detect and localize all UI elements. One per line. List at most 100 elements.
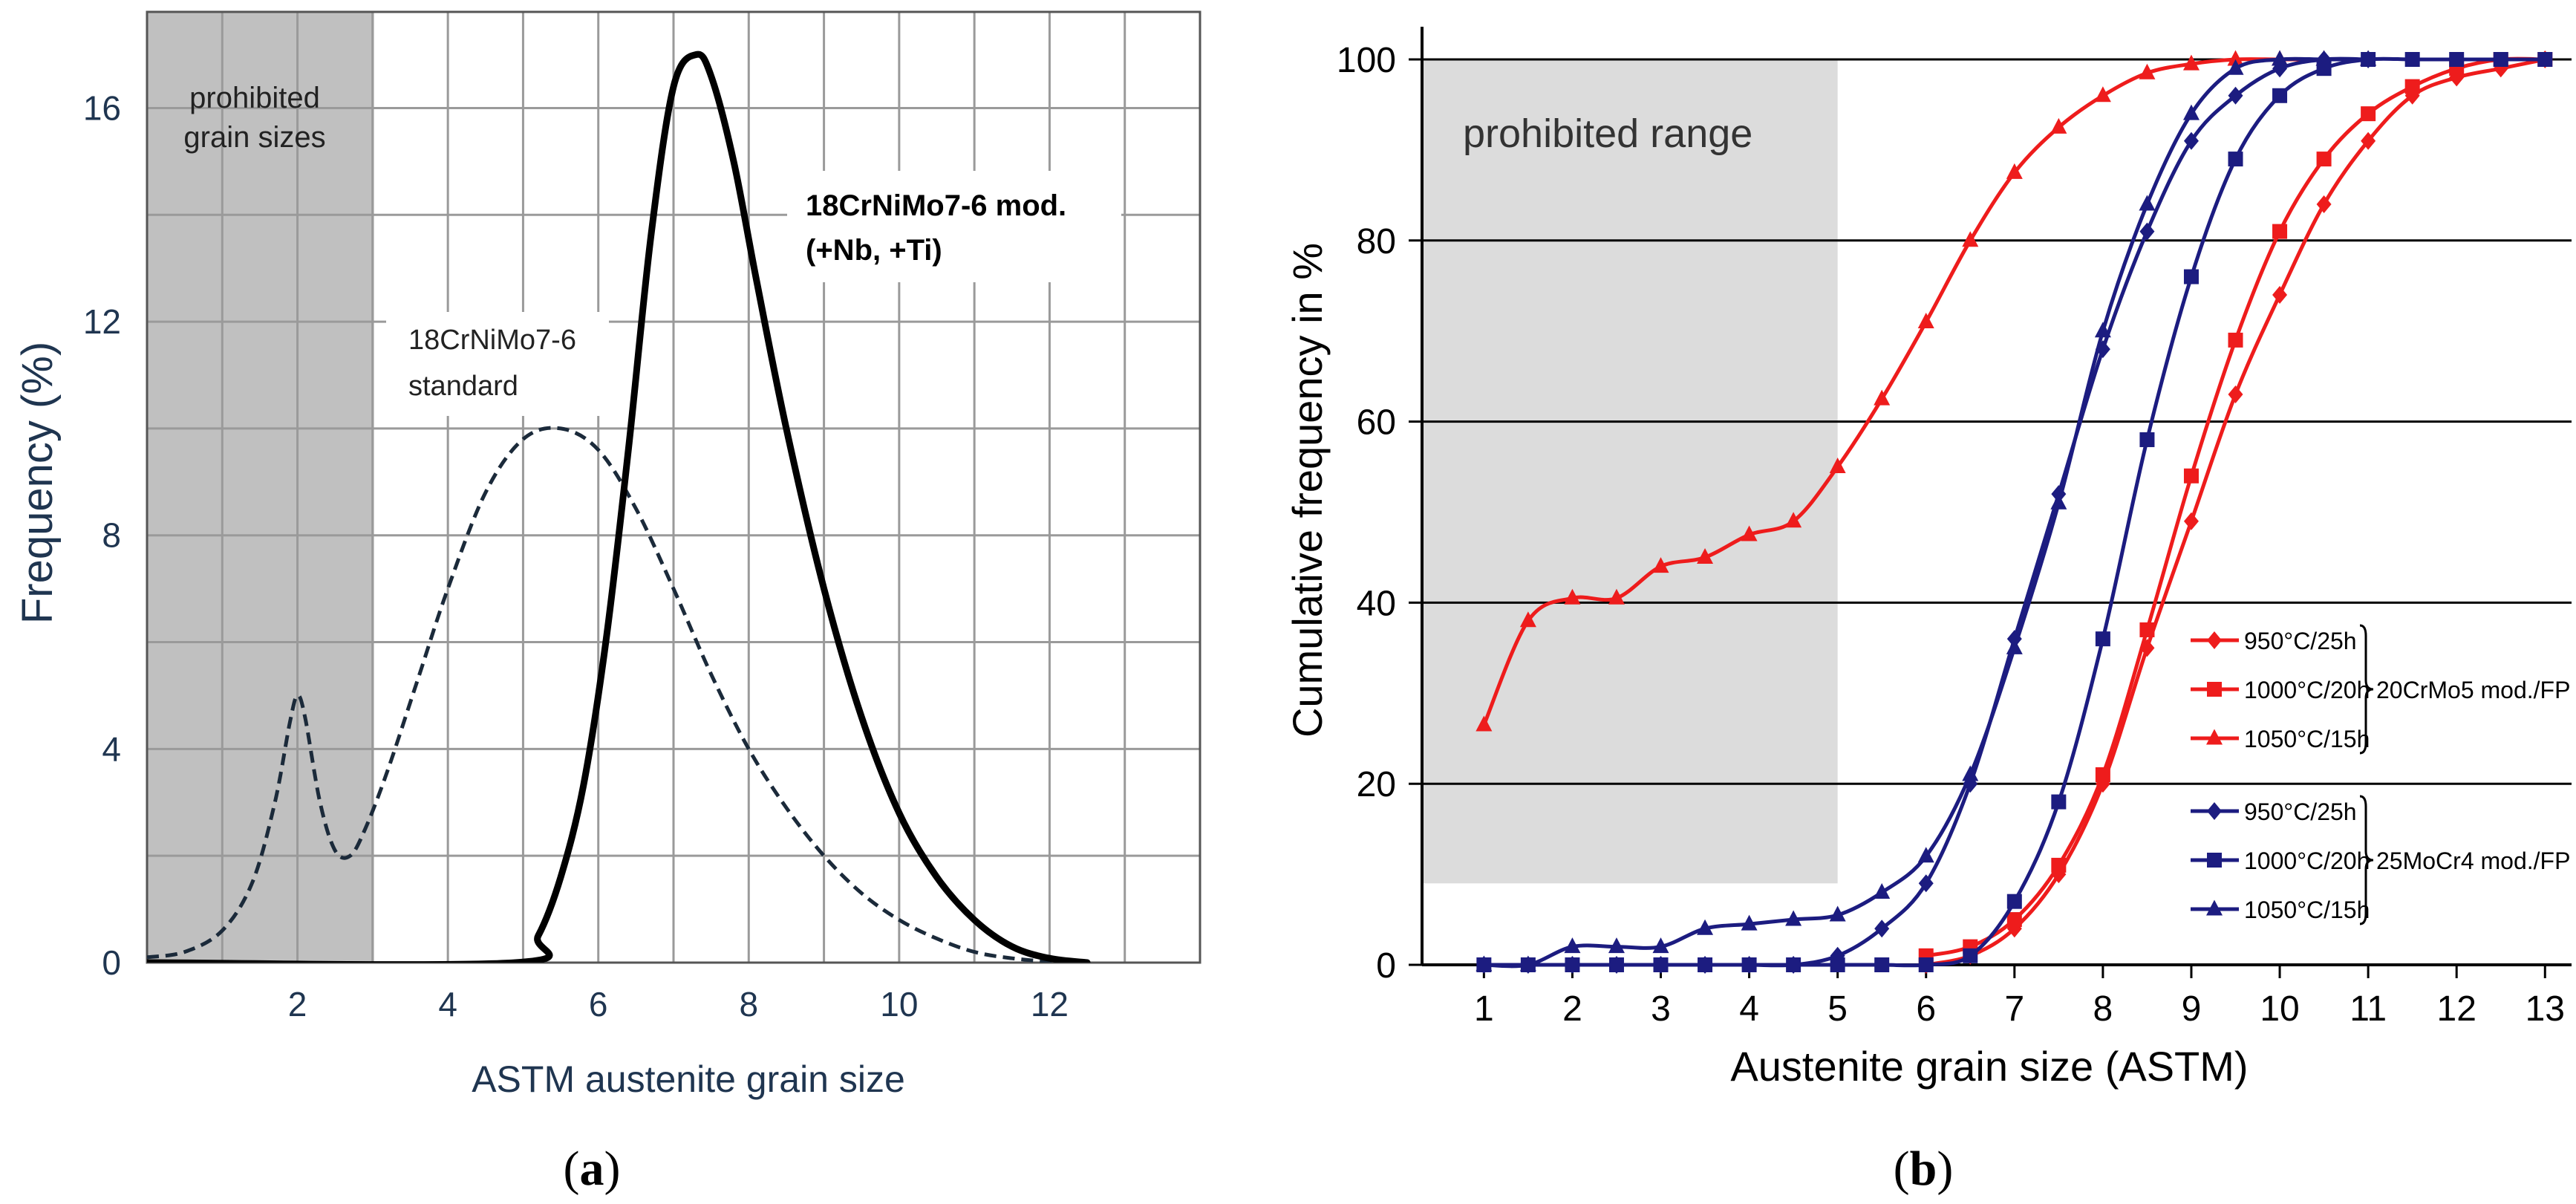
panel-b-x-axis-label: Austenite grain size (ASTM) [1730,1043,2248,1090]
data-point-square [2316,152,2332,167]
data-point-triangle [2050,493,2067,510]
data-point-square [1565,957,1580,972]
standard-annotation-line1: 18CrNiMo7-6 [408,325,576,356]
data-point-diamond [1918,874,1934,893]
data-point-triangle [1652,937,1669,954]
data-point-triangle [2094,86,2111,102]
standard-annotation-bg [386,312,609,416]
modified-annotation-line2: (+Nb, +Ti) [806,234,942,267]
data-point-triangle [1519,611,1536,628]
panel-a-x-tick-label: 6 [589,985,608,1024]
data-point-square [1830,957,1845,972]
data-point-triangle [1917,847,1934,863]
legend-group-label: 20CrMo5 mod./FP [2376,677,2570,703]
panel-b-y-tick-label: 60 [1357,403,1396,443]
panel-b-x-tick-label: 10 [2260,989,2299,1029]
legend-entry-label: 950°C/25h [2244,628,2357,654]
data-point-triangle [1962,765,1979,781]
data-point-triangle [1476,955,1493,972]
panel-b-x-tick-label: 2 [1562,989,1582,1029]
data-point-triangle [2094,322,2111,338]
data-point-square [2404,52,2420,67]
panel-b-x-tick-label: 5 [1827,989,1848,1029]
data-point-diamond [2228,86,2243,105]
data-point-diamond [1874,920,1890,938]
legend-brace [2359,624,2374,755]
legend-entry-label: 1050°C/15h [2244,726,2370,752]
data-point-diamond [2139,222,2155,241]
panel-a-chart: 2 4 6 8 10 12 0 4 8 12 16 prohibited grain sizes 1… [13,10,1201,1196]
data-point-square [2139,622,2155,637]
panel-b-y-tick-label: 40 [1357,584,1396,623]
panel-b-series [1476,50,2553,974]
panel-a-x-tick-label: 2 [288,985,307,1024]
legend-marker-triangle [2206,899,2223,916]
data-point-triangle [1564,588,1581,605]
panel-b-x-tick-label: 13 [2526,989,2565,1029]
legend-entry-label: 1000°C/20h [2244,847,2370,874]
panel-b-chart: prohibited range 1 2 3 4 5 6 7 8 9 10 11 12 13020406… [1284,27,2572,1196]
legend-group-label: 25MoCr4 mod./FP [2376,847,2570,874]
data-point-triangle [1874,882,1891,899]
series-group [1918,52,2553,963]
data-point-triangle [1917,313,1934,329]
series-line [1926,56,2546,958]
panel-a-caption: (a) [564,1142,621,1196]
panel-b-x-tick-label: 1 [1474,989,1494,1029]
legend-brace [2359,795,2374,925]
panel-a-y-axis-label: Frequency (%) [13,342,62,624]
data-point-square [1963,948,1978,963]
data-point-square [1698,957,1713,972]
panel-b-x-tick-label: 9 [2182,989,2202,1029]
legend-marker-square [2207,853,2222,868]
data-point-triangle [1564,937,1581,954]
data-point-triangle [2050,117,2067,134]
data-point-triangle [1829,458,1846,474]
panel-b-x-tick-label: 4 [1739,989,1759,1029]
panel-a-y-tick-label: 16 [83,88,121,127]
prohibited-grain-sizes-region [146,10,374,964]
prohibited-range-region [1422,59,1838,884]
series-line [1484,56,2546,968]
data-point-square [1608,957,1624,972]
data-point-triangle [2315,50,2332,66]
data-point-square [2006,912,2022,928]
data-point-triangle [1608,937,1625,954]
data-point-triangle [2360,50,2377,66]
data-point-square [2272,224,2288,239]
legend-entry-label: 950°C/25h [2244,798,2357,825]
data-point-square [2051,857,2067,873]
data-point-diamond [2316,195,2332,214]
data-point-diamond [2272,285,2288,304]
series-group [1476,52,2553,972]
panel-a-x-tick-label: 4 [438,985,457,1024]
panel-b-y-tick-label: 0 [1376,946,1396,986]
modified-annotation-line1: 18CrNiMo7-6 mod. [806,189,1066,222]
data-point-triangle [1741,914,1758,931]
data-point-triangle [2006,638,2023,654]
legend-entry-label: 1050°C/15h [2244,897,2370,923]
legend-marker-triangle [2206,729,2223,745]
data-point-triangle [2006,163,2023,179]
data-point-square [2051,794,2067,810]
panel-b-x-tick-label: 3 [1651,989,1671,1029]
data-point-square [2449,52,2465,67]
data-point-triangle [1697,919,1714,935]
data-point-square [1786,957,1801,972]
data-point-triangle [2272,50,2289,66]
data-point-square [2404,79,2420,94]
data-point-triangle [1608,588,1625,605]
data-point-square [2183,468,2199,484]
standard-annotation-line2: standard [408,371,518,402]
panel-a-y-tick-label: 12 [83,302,121,341]
data-point-square [2183,269,2199,284]
legend-entry-label: 1000°C/20h [2244,677,2370,703]
data-point-square [1741,957,1757,972]
modified-annotation-bg [787,171,1121,282]
data-point-triangle [1785,512,1802,528]
panel-b-y-axis-label: Cumulative frequency in % [1284,243,1331,738]
data-point-triangle [1476,715,1493,732]
